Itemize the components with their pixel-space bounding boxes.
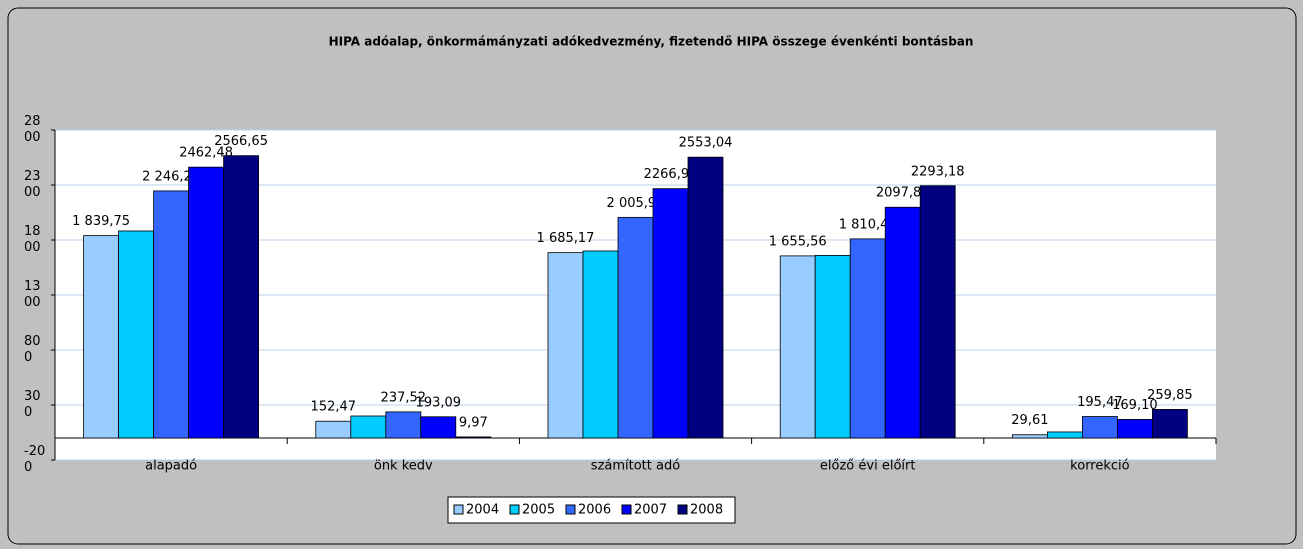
- bar: [849, 238, 886, 439]
- y-tick-label: 2300: [24, 169, 41, 200]
- bar: [779, 255, 816, 439]
- bar: [919, 185, 956, 439]
- bar: [582, 250, 619, 439]
- bar: [1082, 416, 1118, 439]
- y-tick-label: 2800: [24, 114, 41, 145]
- bar: [1152, 409, 1188, 439]
- bar: [652, 188, 689, 439]
- data-label: 1 685,17: [537, 231, 595, 246]
- bar: [385, 411, 422, 439]
- data-label: 2462,48: [179, 146, 233, 161]
- legend-swatch: [621, 504, 632, 515]
- legend-label: 2008: [690, 503, 723, 518]
- bar: [223, 155, 260, 439]
- x-tick-label: korrekció: [1070, 459, 1129, 474]
- legend-swatch: [509, 504, 520, 515]
- data-label: 152,47: [311, 400, 357, 415]
- bar: [455, 436, 492, 439]
- data-label: 1 810,44: [839, 217, 897, 232]
- bar: [1012, 434, 1048, 439]
- data-label: 29,61: [1011, 413, 1048, 428]
- data-label: 169,10: [1112, 398, 1158, 413]
- data-label: 1 655,56: [769, 234, 827, 249]
- legend-swatch: [565, 504, 576, 515]
- x-tick-label: önk kedv: [374, 459, 433, 474]
- bar: [118, 230, 154, 439]
- data-label: 2 246,28: [142, 169, 200, 184]
- bar: [547, 252, 584, 439]
- data-label: 2553,04: [679, 136, 733, 151]
- bar: [814, 254, 851, 439]
- bar: [884, 206, 921, 439]
- bar: [83, 235, 119, 439]
- data-label: 195,47: [1077, 395, 1123, 410]
- y-tick-label: 800: [24, 334, 41, 365]
- data-label: 2097,80: [876, 186, 930, 201]
- data-label: 2566,65: [214, 134, 268, 149]
- x-tick-label: előző évi előírt: [820, 459, 916, 474]
- data-label: 2266,90: [644, 167, 698, 182]
- y-tick-label: 1800: [24, 224, 41, 255]
- data-label: 9,97: [459, 415, 488, 430]
- y-tick-label: 1300: [24, 279, 41, 310]
- data-label: 237,52: [381, 390, 427, 405]
- legend-label: 2005: [522, 503, 555, 518]
- bar: [687, 156, 724, 439]
- data-label: 2293,18: [911, 164, 965, 179]
- bar: [1117, 418, 1153, 439]
- x-tick-label: alapadó: [145, 459, 197, 474]
- chart-title: HIPA adóalap, önkormámányzati adókedvezm…: [329, 35, 974, 49]
- bar: [315, 420, 352, 439]
- bar: [617, 216, 654, 439]
- data-label: 193,09: [416, 395, 462, 410]
- data-label: 259,85: [1147, 388, 1193, 403]
- bar: [188, 166, 225, 439]
- bar: [350, 415, 387, 439]
- legend-swatch: [453, 504, 464, 515]
- x-tick-label: számított adó: [591, 459, 680, 474]
- legend-label: 2007: [634, 503, 667, 518]
- bar: [420, 416, 457, 439]
- bar: [153, 190, 190, 439]
- legend-label: 2004: [466, 503, 499, 518]
- y-tick-label: 300: [24, 389, 41, 420]
- legend-label: 2006: [578, 503, 611, 518]
- data-label: 1 839,75: [72, 214, 130, 229]
- bar: [1047, 431, 1083, 439]
- legend-swatch: [677, 504, 688, 515]
- data-label: 2 005,90: [607, 196, 665, 211]
- y-tick-label: -200: [24, 444, 46, 475]
